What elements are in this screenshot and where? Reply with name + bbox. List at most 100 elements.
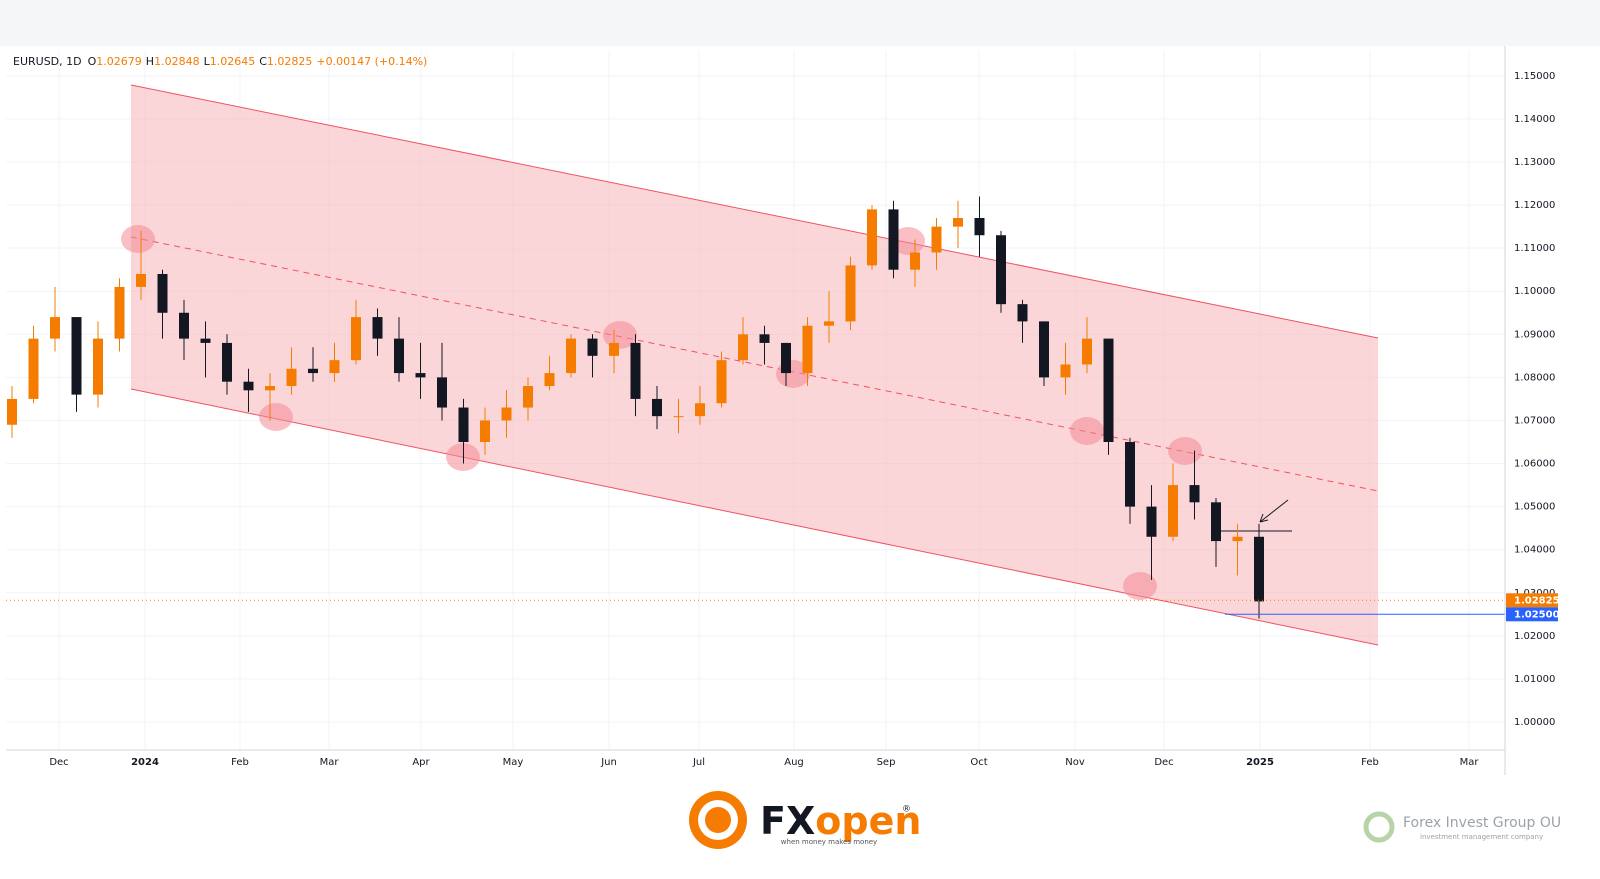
- x-tick-label: 2024: [131, 757, 159, 768]
- y-tick-label: 1.09000: [1514, 329, 1555, 340]
- candle-body: [351, 317, 361, 361]
- x-tick-label: 2025: [1246, 757, 1274, 768]
- candle-body: [286, 368, 297, 386]
- candle-body: [1189, 485, 1200, 503]
- candle-body: [544, 373, 555, 386]
- x-tick-label: Jul: [692, 757, 705, 768]
- candle-body: [243, 381, 254, 391]
- company-name: Forex Invest Group OU: [1403, 815, 1561, 831]
- candle-body: [1082, 338, 1092, 365]
- candle-body: [802, 325, 813, 374]
- ohlc-key: C: [259, 55, 267, 68]
- symbol-header: EURUSD, 1D O1.02679 H1.02848 L1.02645 C1.028…: [13, 55, 427, 68]
- ohlc-key: H: [146, 55, 154, 68]
- candle-body: [308, 368, 318, 374]
- company: Forex Invest Group OU investment managem…: [1363, 811, 1561, 843]
- candle-body: [1039, 321, 1049, 378]
- candle-body: [996, 235, 1006, 305]
- y-tick-label: 1.15000: [1514, 71, 1555, 82]
- y-tick-label: 1.06000: [1514, 459, 1555, 470]
- logo-fx: FX: [760, 799, 815, 843]
- candle-body: [50, 317, 60, 339]
- y-tick-label: 1.07000: [1514, 415, 1555, 426]
- candle-body: [415, 373, 426, 378]
- logo-open: open: [815, 799, 921, 843]
- x-tick-label: May: [503, 757, 524, 768]
- tagline: when money makes money: [781, 838, 877, 846]
- x-tick-label: Dec: [49, 757, 68, 768]
- y-tick-label: 1.08000: [1514, 372, 1555, 383]
- candle-body: [136, 274, 146, 287]
- ohlc-key: L: [204, 55, 211, 68]
- y-tick-label: 1.10000: [1514, 286, 1555, 297]
- x-tick-label: Feb: [231, 757, 249, 768]
- candle-body: [695, 403, 705, 417]
- ohlc-value: 1.02848: [154, 55, 200, 68]
- candle-body: [781, 342, 791, 374]
- candle-body: [93, 338, 103, 395]
- candle-body: [28, 338, 39, 399]
- candle-body: [458, 407, 469, 442]
- candle-body: [7, 398, 17, 425]
- logo-reg: ®: [902, 805, 911, 815]
- x-tick-label: Nov: [1065, 757, 1085, 768]
- channel-top: [130, 84, 1379, 339]
- x-tick-label: Feb: [1361, 757, 1379, 768]
- ohlc-key: O: [88, 55, 97, 68]
- candle-body: [1232, 536, 1243, 542]
- candle-body: [501, 407, 512, 421]
- y-tick-label: 1.11000: [1514, 243, 1555, 254]
- candle-body: [1211, 502, 1221, 542]
- candle-body: [931, 226, 942, 253]
- candle-body: [1146, 506, 1157, 537]
- company-sub: investment management company: [1420, 833, 1543, 841]
- logo: FXopen ® when money makes money: [689, 791, 921, 849]
- y-tick-label: 1.13000: [1514, 157, 1555, 168]
- y-tick-label: 1.14000: [1514, 114, 1555, 125]
- y-tick-label: 1.03000: [1514, 588, 1555, 599]
- ohlc-value: +0.00147 (+0.14%): [316, 55, 427, 68]
- channel: [131, 85, 1378, 645]
- candle-body: [265, 386, 275, 391]
- candle-body: [114, 286, 125, 339]
- symbol: EURUSD, 1D: [13, 55, 82, 68]
- candle-body: [566, 338, 576, 374]
- candle-body: [759, 334, 770, 343]
- candle-body: [716, 360, 727, 404]
- candle-body: [845, 265, 856, 322]
- y-tick-label: 1.01000: [1514, 674, 1555, 685]
- x-tick-label: Mar: [1460, 757, 1480, 768]
- x-tick-label: Apr: [412, 757, 430, 768]
- candle-body: [222, 342, 232, 382]
- candle-body: [1060, 364, 1071, 378]
- candle-body: [888, 209, 899, 270]
- x-tick-label: Dec: [1154, 757, 1173, 768]
- x-tick-label: Mar: [320, 757, 340, 768]
- price-tag: [1506, 607, 1558, 622]
- price-tag: [1506, 593, 1558, 608]
- arrow-head: [1259, 513, 1269, 523]
- svg-text:FXopen: FXopen: [760, 799, 921, 843]
- candle-body: [1103, 338, 1114, 442]
- price-tag-label: 1.02500: [1514, 609, 1560, 620]
- candle-body: [910, 252, 920, 270]
- candle-body: [824, 321, 834, 326]
- arrow: [1259, 499, 1289, 523]
- y-tick-label: 1.02000: [1514, 631, 1555, 642]
- ohlc-value: 1.02645: [210, 55, 256, 68]
- candle-body: [372, 317, 383, 339]
- candle-body: [1168, 485, 1178, 537]
- y-tick-label: 1.00000: [1514, 717, 1555, 728]
- candle-body: [1254, 536, 1264, 602]
- candle-body: [630, 342, 641, 399]
- y-tick-label: 1.12000: [1514, 200, 1555, 211]
- candle-body: [738, 334, 748, 361]
- y-tick-label: 1.04000: [1514, 545, 1555, 556]
- candle-body: [673, 416, 684, 418]
- x-tick-label: Oct: [970, 757, 987, 768]
- candle-body: [652, 398, 662, 417]
- y-tick-label: 1.05000: [1514, 502, 1555, 513]
- candle-body: [480, 420, 490, 442]
- x-tick-label: Sep: [877, 757, 896, 768]
